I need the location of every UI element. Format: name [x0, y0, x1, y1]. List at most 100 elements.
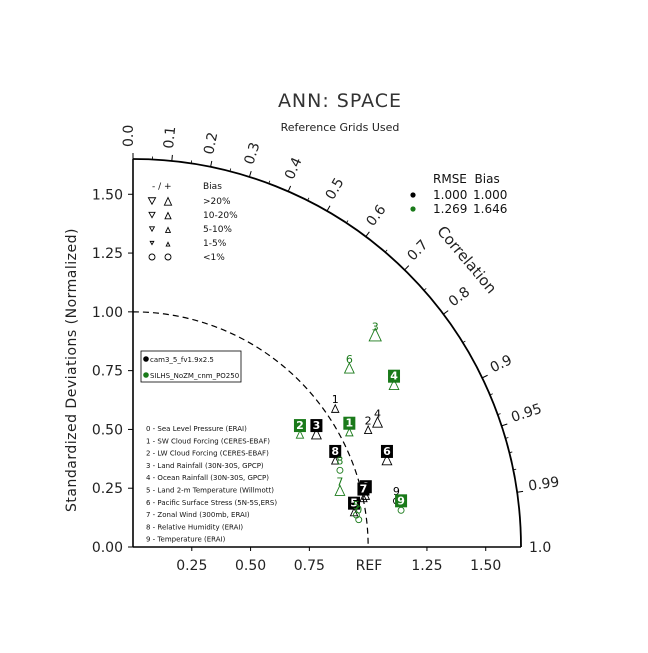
x-tick-label: 1.50	[470, 558, 501, 574]
bias-legend: - / + Bias >20% 10-20% 5-10% 1-5% <1%	[148, 182, 238, 263]
variable-list-item: 9 - Temperature (ERAI)	[146, 536, 226, 544]
y-tick-label: 1.00	[92, 305, 123, 321]
x-tick-label: 0.25	[176, 558, 207, 574]
variable-list-item: 5 - Land 2-m Temperature (Willmott)	[146, 487, 274, 495]
y-tick-label: 1.25	[92, 246, 123, 262]
corr-tick	[502, 424, 508, 426]
bias-triangle-up	[165, 213, 171, 219]
point-label: 7	[336, 476, 343, 489]
case-legend-dot	[143, 356, 149, 362]
case-legend: cam3_5_fv1.9x2.5 SILHS_NoZM_cnm_PO250	[141, 351, 241, 382]
bias-triangle-down	[150, 227, 155, 231]
corr-tick	[211, 161, 212, 167]
data-point: 9	[395, 494, 407, 513]
corr-tick-label: 0.6	[363, 202, 389, 229]
corr-tick	[517, 491, 523, 492]
data-marks: 01234567890123456789	[294, 320, 407, 522]
point-label: 7	[360, 483, 368, 496]
variable-list-item: 2 - LW Cloud Forcing (CERES-EBAF)	[146, 450, 269, 458]
rmse-value: 1.000	[433, 188, 467, 202]
bias-legend-header: Bias	[203, 182, 222, 192]
bias-legend-label: 10-20%	[203, 211, 238, 221]
variable-list-item: 7 - Zonal Wind (300mb, ERAI)	[146, 511, 250, 519]
corr-tick-label: 1.0	[529, 540, 551, 556]
bias-legend-label: 5-10%	[203, 225, 232, 235]
bias-legend-label: >20%	[203, 197, 231, 207]
corr-tick	[249, 171, 251, 177]
point-label: 1	[346, 417, 354, 430]
point-label: 3	[313, 419, 321, 432]
bias-triangle-down	[150, 241, 154, 244]
point-label: 4	[390, 370, 398, 383]
corr-tick	[288, 186, 290, 191]
bias-circle	[398, 507, 404, 513]
variable-list-item: 4 - Ocean Rainfall (30N-30S, GPCP)	[146, 474, 269, 482]
corr-tick	[172, 155, 173, 161]
variable-list-item: 1 - SW Cloud Forcing (CERES-EBAF)	[146, 437, 270, 445]
data-point: 1	[332, 393, 339, 412]
data-point: 3	[310, 419, 322, 439]
y-tick-label: 0.50	[92, 422, 123, 438]
bias-legend-sign: - / +	[152, 182, 172, 192]
corr-tick	[366, 232, 370, 237]
rmse-value: 1.269	[433, 202, 467, 216]
corr-tick-label: 0.3	[242, 141, 264, 167]
corr-tick	[482, 375, 487, 378]
bias-triangle-up	[166, 227, 171, 232]
corr-tick-label: 0.7	[404, 237, 431, 264]
corr-tick-label: 0.4	[282, 155, 306, 182]
corr-tick-label: 0.8	[446, 284, 473, 310]
bias-triangle-down	[149, 212, 155, 217]
chart-title: ANN: SPACE	[278, 90, 402, 112]
corr-tick-label: 0.9	[488, 352, 515, 376]
data-point: 4	[373, 407, 383, 427]
bias-legend-row: >20%	[148, 197, 231, 207]
y-tick-label: 0.00	[92, 540, 123, 556]
data-point: 8	[336, 454, 343, 473]
y-tick-label: 0.75	[92, 364, 123, 380]
variable-list-item: 6 - Pacific Surface Stress (5N-5S,ERS)	[146, 499, 277, 507]
point-label: 2	[365, 414, 372, 427]
corr-tick	[327, 206, 330, 211]
data-point: 6	[381, 445, 393, 465]
point-label: 6	[383, 445, 391, 458]
rmse-legend-dot	[410, 192, 415, 197]
bias-circle	[149, 254, 155, 260]
point-label: 3	[372, 320, 379, 333]
x-tick-label: 0.75	[294, 558, 325, 574]
case-legend-name: SILHS_NoZM_cnm_PO250	[150, 372, 239, 380]
rmse-legend-row: 1.269 1.646	[410, 202, 507, 216]
corr-tick-label: 0.95	[509, 401, 544, 426]
case-legend-dot	[143, 372, 149, 378]
point-label: 1	[332, 393, 339, 406]
data-point: 2	[365, 414, 372, 433]
variable-list-item: 8 - Relative Humidity (ERAI)	[146, 523, 243, 531]
bias-triangle-up	[166, 242, 170, 246]
bias-legend-label: <1%	[203, 253, 225, 263]
data-point: 2	[294, 419, 306, 438]
bias-legend-row: 5-10%	[150, 225, 233, 235]
point-label: 2	[296, 419, 304, 432]
bias-legend-row: 10-20%	[149, 211, 238, 221]
bias-value: 1.646	[473, 202, 507, 216]
bias-legend-row: 1-5%	[150, 239, 226, 249]
case-legend-name: cam3_5_fv1.9x2.5	[150, 356, 214, 364]
x-axis-ref-label: REF	[356, 558, 383, 574]
case-legend-row: cam3_5_fv1.9x2.5	[143, 356, 214, 364]
x-tick-label: 1.25	[411, 558, 442, 574]
y-axis-label: Standardized Deviations (Normalized)	[64, 228, 80, 512]
corr-tick-label: 0.2	[201, 131, 221, 156]
point-label: 4	[374, 407, 381, 420]
x-tick-label: 0.50	[235, 558, 266, 574]
corr-tick-label: 0.0	[121, 125, 137, 147]
chart-subtitle: Reference Grids Used	[281, 121, 400, 134]
corr-tick-label: 0.99	[527, 474, 560, 494]
data-point: 1	[343, 417, 355, 436]
corr-tick	[405, 266, 409, 270]
y-tick-label: 0.25	[92, 481, 123, 497]
correlation-label: Correlation	[433, 222, 500, 297]
